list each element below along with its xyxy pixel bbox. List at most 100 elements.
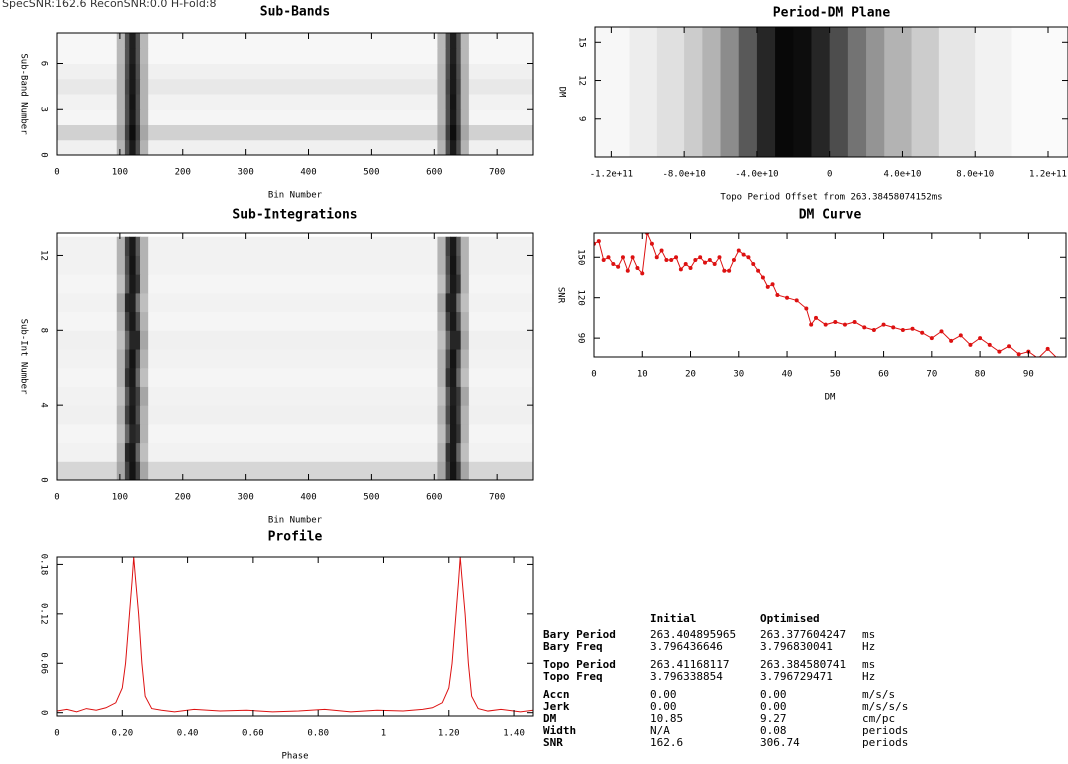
heat-cell xyxy=(468,236,533,256)
heat-cell xyxy=(148,349,438,369)
heat-cell xyxy=(129,461,137,480)
cell: 263.384580741 xyxy=(760,658,846,671)
heat-cell xyxy=(468,442,533,462)
heat-cell xyxy=(449,442,457,462)
heat-cell xyxy=(148,124,438,141)
heat-cell xyxy=(140,139,149,155)
heat-cell xyxy=(445,386,451,406)
x-tick-label: 30 xyxy=(733,370,744,380)
heat-cell xyxy=(135,236,141,256)
marker xyxy=(891,325,896,330)
marker xyxy=(1045,346,1050,351)
heat-cell xyxy=(140,330,149,350)
heat-cell xyxy=(129,124,137,141)
x-tick-label: 0 xyxy=(827,170,832,180)
cell: N/A xyxy=(650,724,670,737)
panel: Sub-Bands 0 100 200 300 400 500 600 700 0 3 6 Bin Nu… xyxy=(19,5,534,201)
header: SpecSNR:162.6 ReconSNR:0.0 H-Fold:8 xyxy=(2,0,217,10)
heat-cell xyxy=(456,124,462,141)
heat-cell xyxy=(811,27,831,157)
marker xyxy=(1016,352,1021,357)
heat-cell xyxy=(866,27,885,157)
heat-cell xyxy=(449,386,457,406)
heat-cell xyxy=(148,236,438,256)
plot-area xyxy=(594,233,1059,357)
heat-cell xyxy=(148,255,438,275)
marker xyxy=(693,257,698,262)
heat-cell xyxy=(468,349,533,369)
y-axis-label: Sub-Int Number xyxy=(19,319,29,395)
heat-cell xyxy=(460,255,470,275)
chart-title: Sub-Integrations xyxy=(232,208,357,223)
row-label: Jerk xyxy=(543,700,570,713)
heat-cell xyxy=(124,48,130,64)
heat-cell xyxy=(148,405,438,425)
heat-cell xyxy=(445,405,451,425)
heat-cell xyxy=(437,423,447,444)
heat-cell xyxy=(445,139,451,155)
marker xyxy=(722,268,727,273)
heat-cell xyxy=(116,405,126,425)
heat-cell xyxy=(456,236,462,256)
heat-cell xyxy=(437,78,447,95)
heat-cell xyxy=(148,63,438,80)
heat-cell xyxy=(460,367,470,387)
heat-cell xyxy=(57,442,118,462)
heat-cell xyxy=(135,386,141,406)
heat-cell xyxy=(468,48,533,64)
heat-cell xyxy=(460,48,470,64)
heat-cell xyxy=(148,367,438,387)
heat-cell xyxy=(468,330,533,350)
marker xyxy=(688,266,693,271)
marker xyxy=(949,338,954,343)
heat-cell xyxy=(445,124,451,141)
marker xyxy=(910,326,915,331)
heat-cell xyxy=(437,109,447,125)
heat-cell xyxy=(460,63,470,80)
x-tick-label: 0 xyxy=(54,168,59,178)
marker xyxy=(601,257,606,262)
marker xyxy=(698,255,703,260)
marker xyxy=(707,257,712,262)
x-tick-label: 0.60 xyxy=(242,729,264,739)
heat-cell xyxy=(140,124,149,141)
heat-cell xyxy=(656,27,685,157)
panel: Profile 0 0.20 0.40 0.60 0.80 1 1.20 1.40 0 0.06 0.… xyxy=(39,530,534,762)
heat-cell xyxy=(460,461,470,480)
x-tick-label: 1.40 xyxy=(503,729,525,739)
chart-title: Sub-Bands xyxy=(260,5,330,20)
heat-cell xyxy=(456,349,462,369)
heat-cell xyxy=(445,48,451,64)
heat-cell xyxy=(135,461,141,480)
panel: Period-DM Plane -1.2e+11 -8.0e+10 -4.0e+10 0… xyxy=(557,6,1068,203)
y-axis-label: DM xyxy=(557,87,567,98)
x-tick-label: -1.2e+11 xyxy=(590,170,633,180)
heat-cell xyxy=(449,255,457,275)
heat-cell xyxy=(437,63,447,80)
heat-cell xyxy=(595,27,631,157)
marker xyxy=(616,264,621,269)
heat-cell xyxy=(124,78,130,95)
cell: 0.00 xyxy=(760,688,787,701)
y-tick-label: 15 xyxy=(577,37,587,48)
marker xyxy=(1007,344,1012,349)
y-axis-label: Sub-Band Number xyxy=(19,53,29,135)
heat-cell xyxy=(124,349,130,369)
y-tick-label: 120 xyxy=(576,290,586,306)
x-tick-label: 100 xyxy=(112,493,128,503)
heat-cell xyxy=(437,48,447,64)
heat-cell xyxy=(829,27,849,157)
marker xyxy=(920,330,925,335)
heat-cell xyxy=(116,94,126,110)
heat-cell xyxy=(437,367,447,387)
heat-cell xyxy=(116,349,126,369)
heat-cell xyxy=(124,330,130,350)
heat-cell xyxy=(116,78,126,95)
cell: 9.27 xyxy=(760,712,787,725)
heat-cell xyxy=(124,274,130,294)
x-tick-label: 700 xyxy=(489,493,505,503)
heat-cell xyxy=(57,423,118,444)
heat-cell xyxy=(456,367,462,387)
heat-cell xyxy=(702,27,722,157)
heat-cell xyxy=(468,33,533,49)
